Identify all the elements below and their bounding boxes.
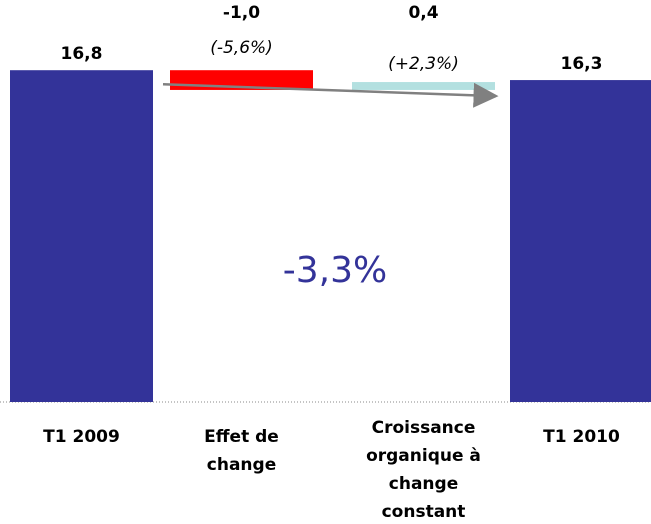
arrow <box>162 82 499 108</box>
x-tick-label: T1 2010 <box>543 427 620 447</box>
change-label: (-5,6%) <box>210 38 273 58</box>
value-label: -1,0 <box>222 3 261 23</box>
x-tick-label: T1 2009 <box>43 427 120 447</box>
bar <box>10 70 153 402</box>
value-label: 16,8 <box>60 44 103 65</box>
bar <box>352 82 495 90</box>
value-label: 16,3 <box>560 54 603 75</box>
change-label: (+2,3%) <box>388 54 459 74</box>
bar <box>510 80 651 402</box>
x-tick-label: Effet de change <box>204 427 279 475</box>
x-tick-label: Croissance organique à change constant <box>366 418 481 522</box>
value-label: 0,4 <box>408 3 439 23</box>
annotation: -3,3% <box>282 250 388 291</box>
